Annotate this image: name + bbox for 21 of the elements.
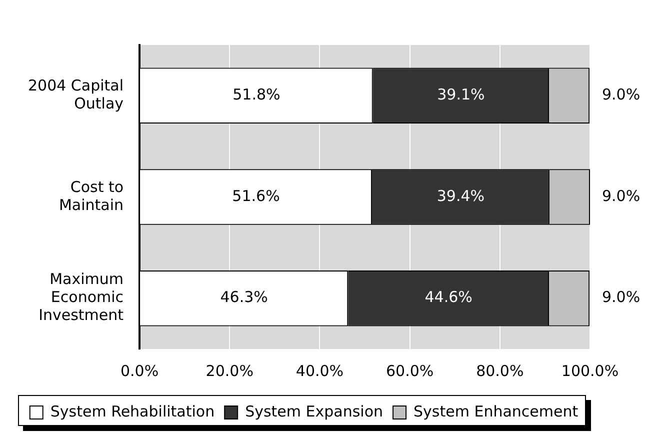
y-tick-label: Cost to Maintain xyxy=(58,178,124,214)
data-label: 51.6% xyxy=(232,186,280,205)
legend-label: System Expansion xyxy=(245,402,384,420)
x-tick-label: 60.0% xyxy=(386,362,434,380)
data-label: 39.4% xyxy=(436,186,485,205)
data-label: 46.3% xyxy=(220,288,268,306)
data-label: 51.8% xyxy=(232,86,280,104)
x-tick-label: 80.0% xyxy=(476,362,524,380)
data-label: 9.0% xyxy=(602,288,640,306)
legend-label: System Enhancement xyxy=(414,402,578,420)
data-label: 9.0% xyxy=(602,186,640,205)
x-tick-label: 20.0% xyxy=(206,362,254,380)
y-tick-label: 2004 Capital Outlay xyxy=(28,76,124,113)
x-tick-label: 40.0% xyxy=(296,362,344,380)
y-tick-label: Maximum Economic Investment xyxy=(38,270,124,324)
data-label: 9.0% xyxy=(602,86,640,104)
legend-label: System Rehabilitation xyxy=(50,402,215,420)
data-label: 44.6% xyxy=(424,288,472,306)
x-tick-label: 0.0% xyxy=(120,362,159,380)
data-label: 39.1% xyxy=(437,86,485,104)
x-tick-label: 100.0% xyxy=(561,362,619,380)
